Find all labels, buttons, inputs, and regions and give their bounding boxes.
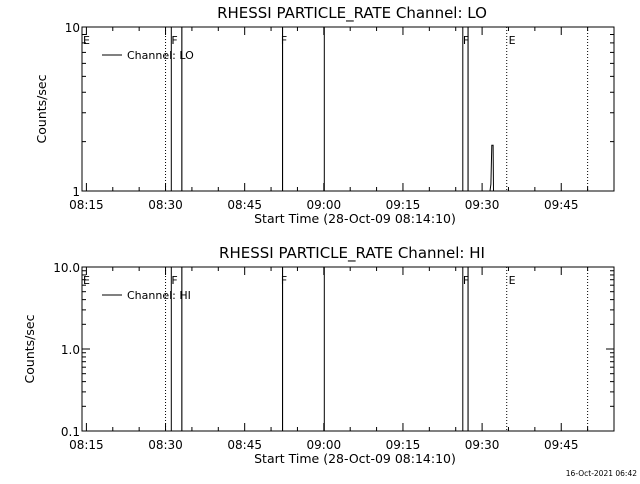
y-tick-label: 0.1	[61, 425, 80, 439]
legend-label: Channel: LO	[127, 49, 194, 62]
x-tick-label: 08:15	[69, 198, 104, 212]
flag-label: F	[281, 34, 287, 47]
x-tick-label: 09:45	[544, 438, 579, 452]
x-tick-label: 09:30	[465, 438, 500, 452]
x-tick-label: 08:30	[148, 198, 183, 212]
flag-label: E	[83, 34, 90, 47]
flag-label: E	[509, 34, 516, 47]
flag-label: F	[171, 274, 177, 287]
timestamp-label: 16-Oct-2021 06:42	[566, 469, 637, 478]
series-line	[170, 26, 494, 192]
x-tick-label: 09:15	[386, 198, 421, 212]
x-axis-label: Start Time (28-Oct-09 08:14:10)	[254, 211, 456, 226]
x-tick-label: 09:00	[307, 198, 342, 212]
chart-title: RHESSI PARTICLE_RATE Channel: HI	[219, 244, 485, 263]
x-tick-label: 09:30	[465, 198, 500, 212]
flag-label: E	[509, 274, 516, 287]
x-tick-label: 08:45	[227, 438, 262, 452]
y-tick-label: 10.0	[53, 261, 80, 275]
x-tick-label: 09:00	[307, 438, 342, 452]
flag-label: F	[171, 34, 177, 47]
legend-label: Channel: HI	[127, 289, 191, 302]
x-tick-label: 08:15	[69, 438, 104, 452]
x-tick-label: 09:15	[386, 438, 421, 452]
flag-label: F	[463, 274, 469, 287]
chart-title: RHESSI PARTICLE_RATE Channel: LO	[217, 4, 487, 23]
series-line	[170, 266, 469, 432]
flag-label: E	[83, 274, 90, 287]
y-axis-label: Counts/sec	[22, 314, 37, 383]
y-tick-label: 10	[65, 21, 80, 35]
flag-label: F	[281, 274, 287, 287]
y-axis-label: Counts/sec	[34, 74, 49, 143]
y-tick-label: 1	[72, 185, 80, 199]
flag-label: F	[463, 34, 469, 47]
x-tick-label: 08:45	[227, 198, 262, 212]
x-tick-label: 09:45	[544, 198, 579, 212]
x-axis-label: Start Time (28-Oct-09 08:14:10)	[254, 451, 456, 466]
y-tick-label: 1.0	[61, 343, 80, 357]
x-tick-label: 08:30	[148, 438, 183, 452]
